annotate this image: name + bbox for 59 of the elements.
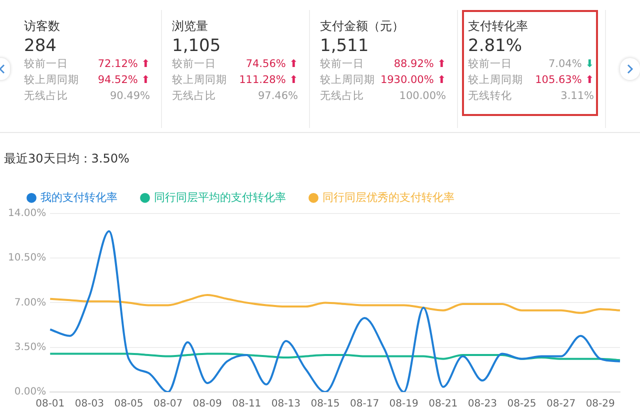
x-tick-label: 08-03	[74, 398, 104, 410]
y-tick-label: 7.00%	[14, 297, 46, 308]
line-series	[49, 230, 621, 392]
text: 1930.00% ⬆	[380, 74, 446, 86]
x-tick-label: 08-09	[192, 398, 222, 410]
x-tick-label: 08-11	[232, 398, 262, 410]
y-tick-label: 10.50%	[8, 252, 46, 264]
x-tick-label: 08-17	[350, 398, 380, 410]
y-tick-label: 14.00%	[8, 208, 46, 219]
text: 2.81%	[468, 36, 524, 56]
text: 94.52% ⬆	[98, 74, 150, 86]
line-series	[49, 352, 621, 362]
x-tick-label: 08-25	[507, 398, 536, 410]
text: 支付金额（元）	[320, 18, 405, 35]
text: 无线占比	[320, 89, 364, 104]
text: 7.04% ⬇	[548, 58, 594, 70]
x-tick-label: 08-23	[468, 398, 497, 410]
x-tick-label: 08-07	[154, 398, 183, 410]
x-tick-label: 08-21	[428, 398, 458, 410]
text: 100.00%	[399, 90, 446, 102]
text: 较上周同期	[172, 73, 227, 88]
text: 3.11%	[560, 90, 594, 102]
text: 105.63% ⬆	[535, 74, 594, 86]
text: 88.92% ⬆	[394, 58, 446, 70]
text: 较前一日	[24, 57, 68, 72]
x-tick-label: 08-29	[586, 398, 615, 410]
text: 1,511	[320, 36, 370, 56]
text: 浏览量	[172, 18, 209, 35]
x-tick-label: 08-01	[36, 398, 65, 410]
text: 97.46%	[258, 90, 298, 102]
text: 较前一日	[172, 57, 216, 72]
text: 较上周同期	[320, 73, 375, 88]
text: 无线占比	[172, 89, 216, 104]
text: 无线占比	[24, 89, 68, 104]
text: 较上周同期	[24, 73, 79, 88]
text: 284	[24, 36, 58, 56]
text: 74.56% ⬆	[246, 58, 298, 70]
x-tick-label: 08-13	[271, 398, 300, 410]
legend-label: 我的支付转化率	[40, 190, 118, 204]
text: 72.12% ⬆	[98, 58, 150, 70]
text: 访客数	[24, 18, 61, 35]
line-series	[49, 294, 621, 314]
text: 无线转化	[468, 89, 512, 104]
chart-subtitle: 最近30天日均：3.50%	[4, 151, 130, 166]
legend-label: 同行同层优秀的支付转化率	[322, 190, 454, 204]
text: 111.28% ⬆	[239, 74, 298, 86]
text: 较前一日	[468, 57, 512, 72]
text: 较前一日	[320, 57, 364, 72]
x-tick-label: 08-05	[114, 398, 144, 410]
text: 1,105	[172, 36, 222, 56]
text: 较上周同期	[468, 73, 523, 88]
legend-label: 同行同层平均的支付转化率	[154, 190, 286, 204]
text: 支付转化率	[468, 18, 529, 35]
x-tick-label: 08-27	[546, 398, 576, 410]
y-tick-label: 0.00%	[14, 386, 46, 398]
text: 90.49%	[110, 90, 150, 102]
x-tick-label: 08-19	[389, 398, 418, 410]
x-tick-label: 08-15	[310, 398, 340, 410]
y-tick-label: 3.50%	[14, 342, 46, 353]
